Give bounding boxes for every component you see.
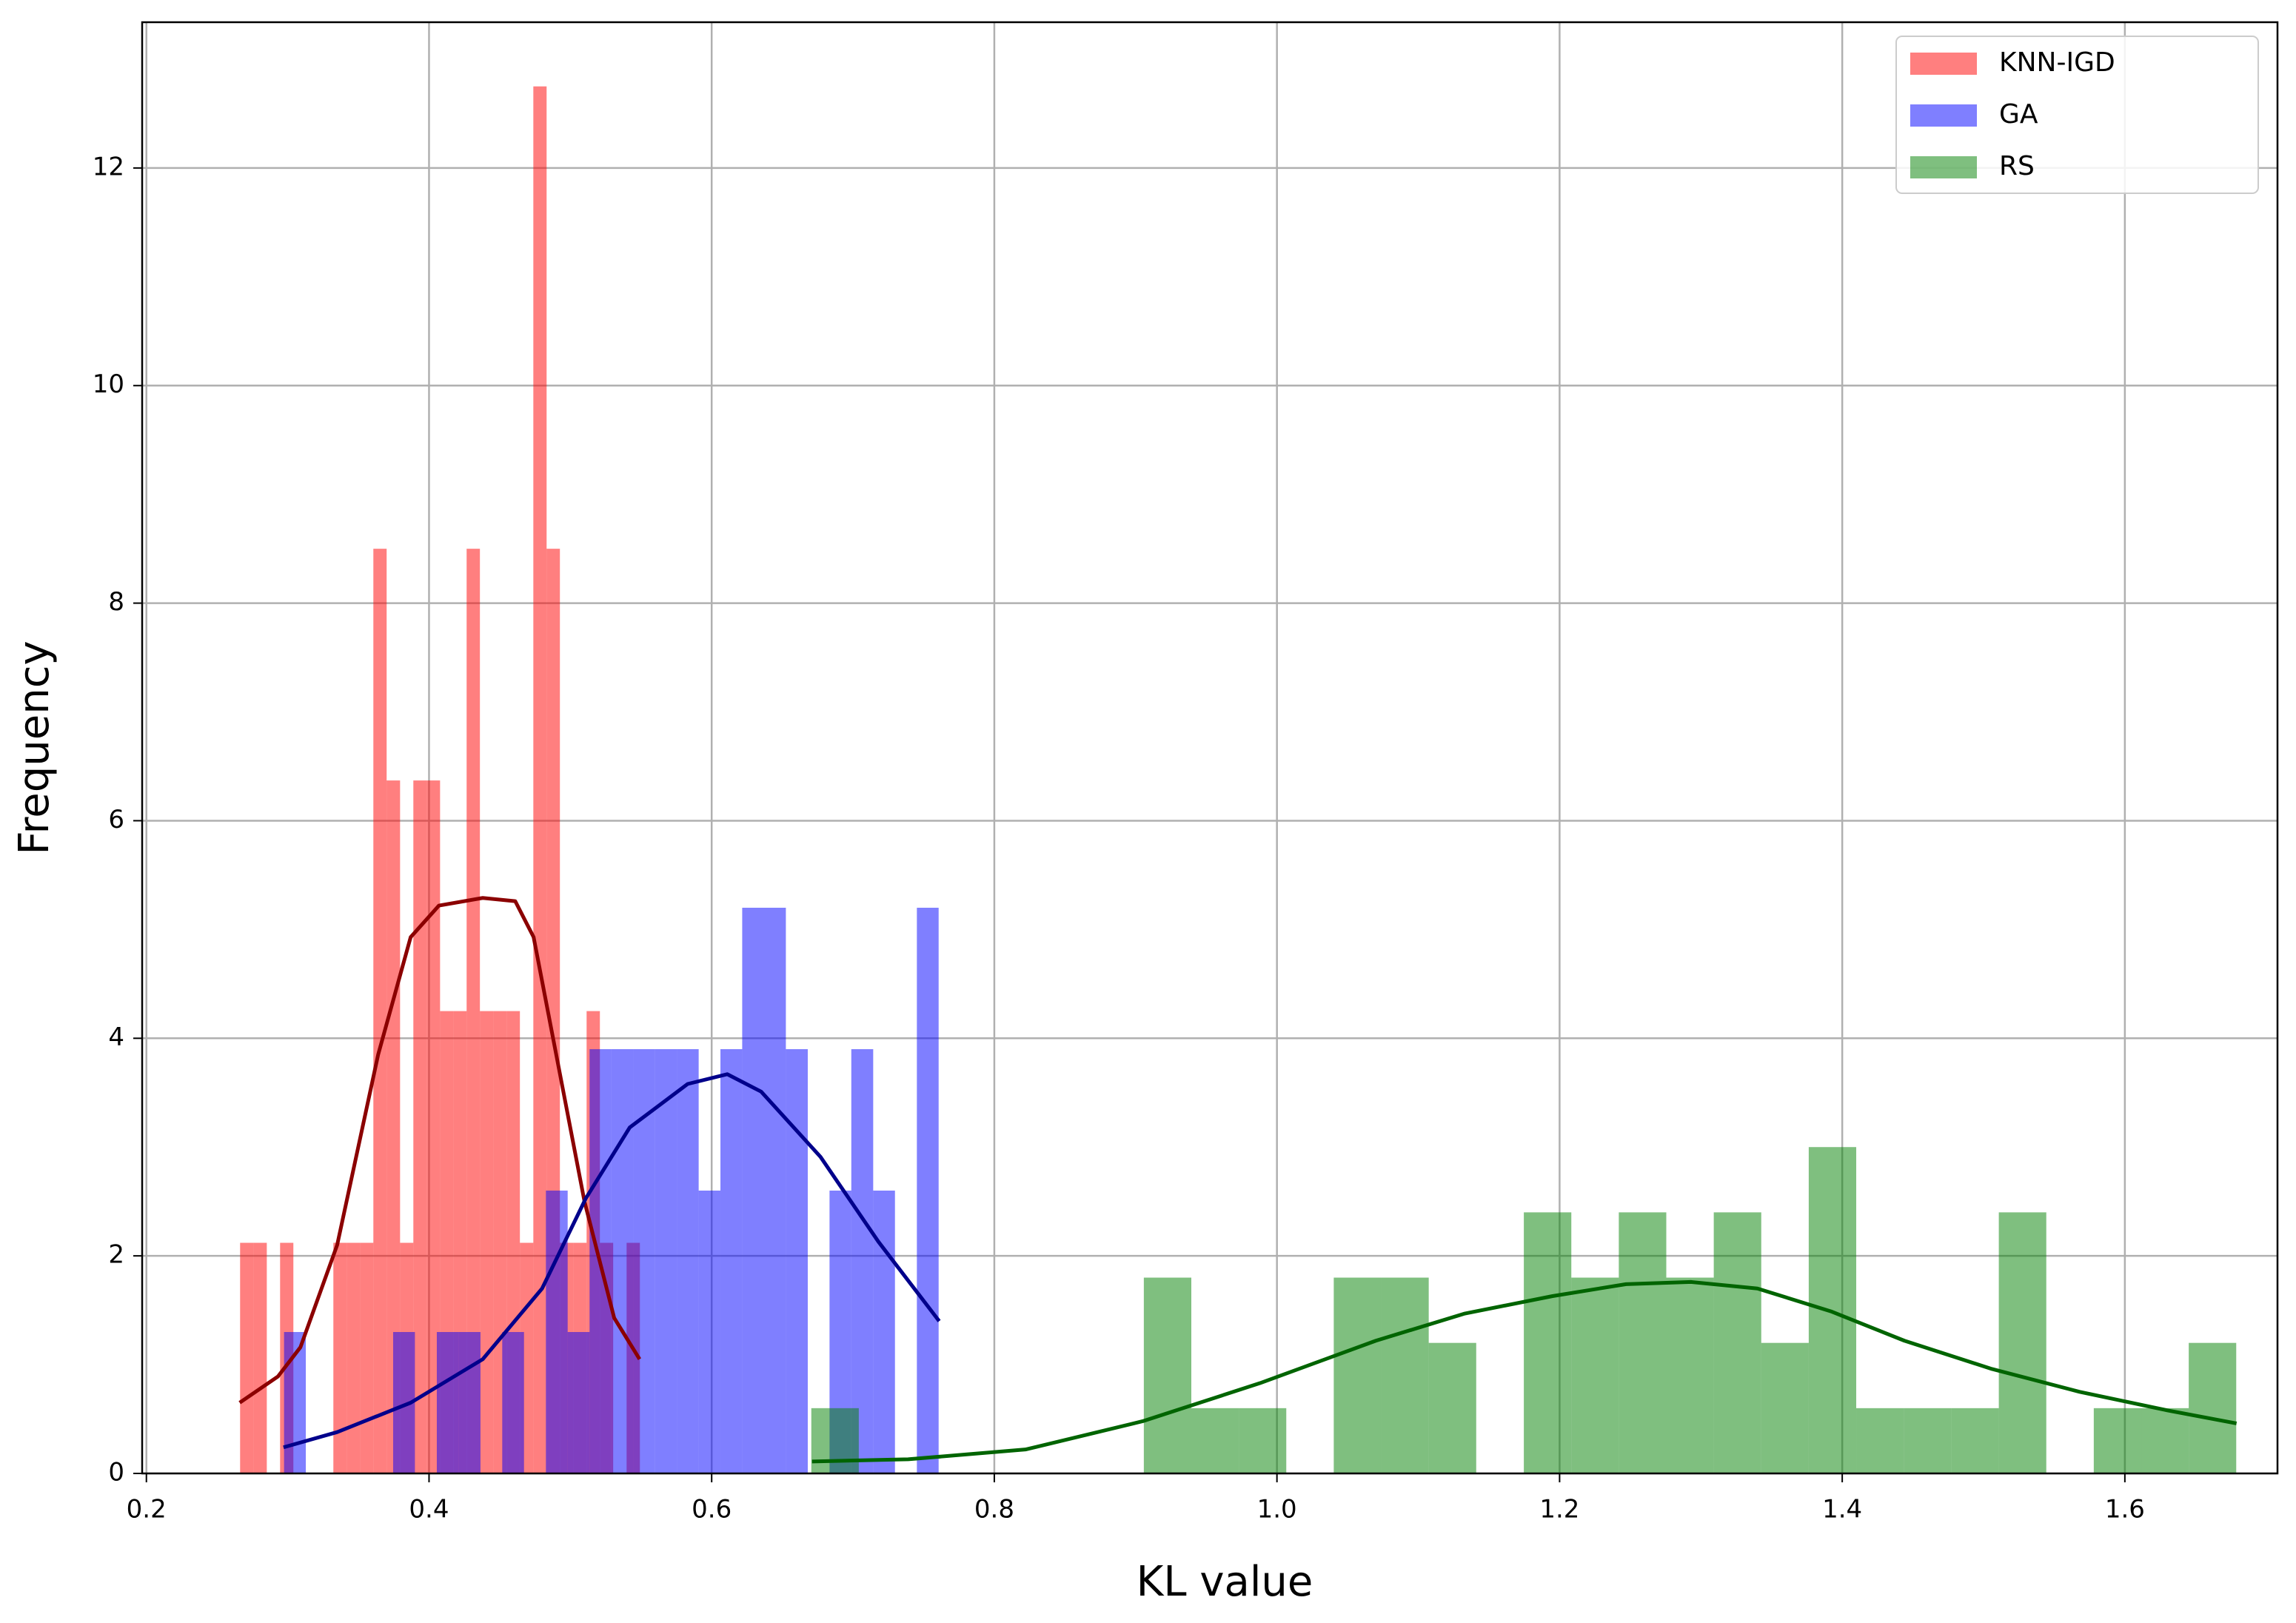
histogram-bar xyxy=(611,1048,634,1473)
histogram-bar xyxy=(533,86,547,1474)
legend-swatch xyxy=(1910,104,1977,127)
ticks: 0.2 0.4 0.6 0.8 1.0 1.2 1.4 1.6 0 2 4 6 8 10 12 xyxy=(93,152,2145,1524)
histogram-bar xyxy=(360,1242,374,1473)
histogram-bar xyxy=(1239,1408,1287,1473)
histogram-bar xyxy=(1713,1212,1761,1473)
histogram-bar xyxy=(917,907,939,1473)
x-tick-label: 0.2 xyxy=(127,1495,167,1525)
histogram-bar xyxy=(1428,1342,1476,1473)
histogram-bar xyxy=(851,1048,874,1473)
x-tick-label: 1.4 xyxy=(1822,1495,1862,1525)
histogram-bar xyxy=(1666,1277,1714,1473)
x-tick-label: 1.6 xyxy=(2105,1495,2145,1525)
histogram-bar xyxy=(2093,1408,2142,1473)
y-tick-label: 0 xyxy=(108,1458,124,1488)
histogram-bar xyxy=(720,1048,743,1473)
histogram-bar xyxy=(1856,1408,1904,1473)
histogram-bar xyxy=(764,907,786,1473)
bars xyxy=(240,86,2237,1474)
histogram-bar xyxy=(386,780,401,1473)
x-tick-label: 1.0 xyxy=(1257,1495,1297,1525)
legend: KNN-IGD GA RS xyxy=(1895,36,2259,194)
histogram-bar xyxy=(436,1331,459,1473)
histogram-bar xyxy=(1619,1212,1667,1473)
histogram-bar xyxy=(698,1190,721,1473)
kde-curve xyxy=(811,1279,2238,1464)
x-tick-label: 0.4 xyxy=(409,1495,449,1525)
histogram-bar xyxy=(1761,1342,1809,1473)
y-tick-label: 8 xyxy=(108,587,124,617)
histogram-bar xyxy=(480,1011,494,1473)
histogram-bar xyxy=(811,1408,859,1473)
y-tick-label: 4 xyxy=(108,1023,124,1052)
histogram-bar xyxy=(633,1048,655,1473)
histogram-bar xyxy=(458,1331,481,1473)
histogram-bar xyxy=(677,1048,699,1473)
histogram-bar xyxy=(655,1048,677,1473)
histogram-bar xyxy=(1524,1212,1572,1473)
legend-label: GA xyxy=(1999,99,2038,130)
histogram-bar xyxy=(873,1190,895,1473)
y-tick-label: 6 xyxy=(108,805,124,834)
legend-box xyxy=(1895,36,2259,194)
legend-swatch xyxy=(1910,156,1977,178)
y-tick-label: 2 xyxy=(108,1240,124,1270)
histogram-bar xyxy=(1143,1277,1191,1473)
histogram-bar xyxy=(1951,1408,1999,1473)
histogram-bar xyxy=(347,1242,361,1473)
histogram-bar xyxy=(1571,1277,1619,1473)
x-axis-label: KL value xyxy=(1137,1558,1313,1606)
y-tick-label: 12 xyxy=(93,152,124,181)
histogram-bar xyxy=(253,1242,267,1473)
x-tick-label: 0.6 xyxy=(692,1495,732,1525)
histogram-bar xyxy=(2189,1342,2237,1473)
legend-label: KNN-IGD xyxy=(1999,47,2115,78)
legend-label: RS xyxy=(1999,151,2035,181)
histogram-bar xyxy=(413,780,427,1473)
histogram-bar xyxy=(426,780,441,1473)
histogram-bar xyxy=(333,1242,347,1473)
kde-curve xyxy=(238,896,641,1405)
histogram-bar xyxy=(1191,1408,1239,1473)
histogram-bar xyxy=(1998,1212,2046,1473)
histogram-bar xyxy=(466,549,481,1473)
histogram-bar xyxy=(567,1331,590,1473)
legend-swatch xyxy=(1910,53,1977,75)
histogram-bar xyxy=(1333,1277,1382,1473)
histogram-bar xyxy=(502,1331,524,1473)
x-tick-label: 0.8 xyxy=(974,1495,1014,1525)
histogram-bar xyxy=(742,907,765,1473)
histogram-bar xyxy=(240,1242,254,1473)
histogram-bar xyxy=(2141,1408,2189,1473)
histogram-bar xyxy=(1381,1277,1429,1473)
y-tick-label: 10 xyxy=(93,369,124,399)
histogram-bar xyxy=(786,1048,808,1473)
y-axis-label: Frequency xyxy=(10,640,58,854)
plot-frame xyxy=(141,21,2279,1475)
x-tick-label: 1.2 xyxy=(1539,1495,1579,1525)
histogram-bar xyxy=(373,549,387,1473)
kde-curve xyxy=(283,1072,941,1450)
curves xyxy=(238,896,2238,1464)
histogram-bar xyxy=(1904,1408,1952,1473)
histogram-bar xyxy=(546,1190,568,1473)
